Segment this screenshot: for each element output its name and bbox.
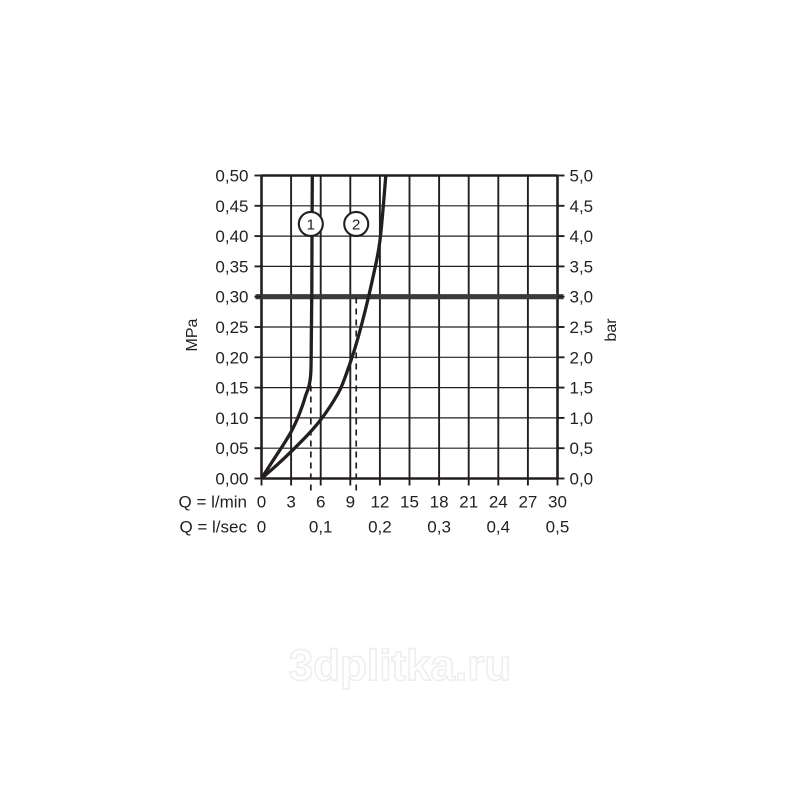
y-tick-label-mpa: 0,30: [215, 288, 248, 307]
x-tick-label-lmin: 12: [370, 493, 389, 512]
watermark-label: 3dplitka.ru: [289, 641, 512, 690]
x-tick-label-lmin: 21: [459, 493, 478, 512]
watermark-layer: 3dplitka.ru: [288, 640, 512, 691]
y-tick-label-bar: 2,0: [570, 348, 594, 367]
x-tick-label-lmin: 18: [430, 493, 449, 512]
callout-circle-1: [297, 210, 324, 238]
callout-circle-2: [343, 210, 370, 238]
x-tick-label-lmin: 3: [286, 493, 295, 512]
y-tick-label-mpa: 0,00: [215, 470, 248, 489]
tick-mark-layer: [254, 174, 565, 486]
callout-number-2: 2: [352, 216, 360, 233]
x-axis-title-lsec: Q = l/sec: [179, 518, 247, 537]
curve-layer: [261, 175, 388, 479]
y-tick-label-mpa: 0,10: [215, 409, 248, 428]
x-tick-label-lmin: 24: [489, 493, 508, 512]
y-axis-title-mpa: MPa: [184, 318, 201, 351]
y-tick-label-bar: 1,0: [570, 409, 594, 428]
x-tick-label-lmin: 9: [346, 493, 355, 512]
x-tick-label-lsec: 0: [257, 518, 266, 537]
y-tick-label-mpa: 0,35: [215, 257, 248, 276]
x-tick-label-lmin: 0: [257, 493, 266, 512]
callout-number-1: 1: [307, 216, 315, 233]
callout-2: 2: [343, 210, 370, 238]
x-tick-label-lsec: 0,1: [309, 518, 333, 537]
y-tick-label-bar: 1,5: [570, 379, 594, 398]
x-tick-label-lmin: 6: [316, 493, 325, 512]
x-tick-label-lmin: 15: [400, 493, 419, 512]
y-tick-label-mpa: 0,50: [215, 167, 248, 186]
x-tick-label-lsec: 0,3: [427, 518, 451, 537]
y-tick-label-mpa: 0,05: [215, 439, 248, 458]
y-axis-title-bar: bar: [603, 318, 620, 342]
axis-title-layer: MPa bar Q = l/min Q = l/sec: [179, 318, 621, 537]
x-tick-label-lsec: 0,5: [546, 518, 570, 537]
callout-1: 1: [297, 210, 324, 238]
x-tick-label-lsec: 0,4: [486, 518, 510, 537]
x-axis-title-lmin: Q = l/min: [179, 493, 248, 512]
y-tick-label-bar: 0,5: [570, 439, 594, 458]
y-tick-label-bar: 3,0: [570, 288, 594, 307]
y-tick-label-bar: 5,0: [570, 167, 594, 186]
curve-1: [261, 175, 314, 479]
y-tick-label-bar: 3,5: [570, 257, 594, 276]
x-tick-label-lsec: 0,2: [368, 518, 392, 537]
y-tick-label-mpa: 0,20: [215, 348, 248, 367]
x-tick-label-lmin: 27: [518, 493, 537, 512]
y-tick-label-mpa: 0,25: [215, 318, 248, 337]
y-tick-label-bar: 4,5: [570, 197, 594, 216]
y-tick-label-bar: 4,0: [570, 227, 594, 246]
y-tick-label-mpa: 0,45: [215, 197, 248, 216]
tick-label-layer: 0,000,050,100,150,200,250,300,350,400,45…: [215, 167, 593, 537]
y-tick-label-bar: 2,5: [570, 318, 594, 337]
y-tick-label-mpa: 0,40: [215, 227, 248, 246]
y-tick-label-mpa: 0,15: [215, 379, 248, 398]
x-tick-label-lmin: 30: [548, 493, 567, 512]
curve-2: [261, 175, 388, 479]
y-tick-label-bar: 0,0: [570, 470, 594, 489]
